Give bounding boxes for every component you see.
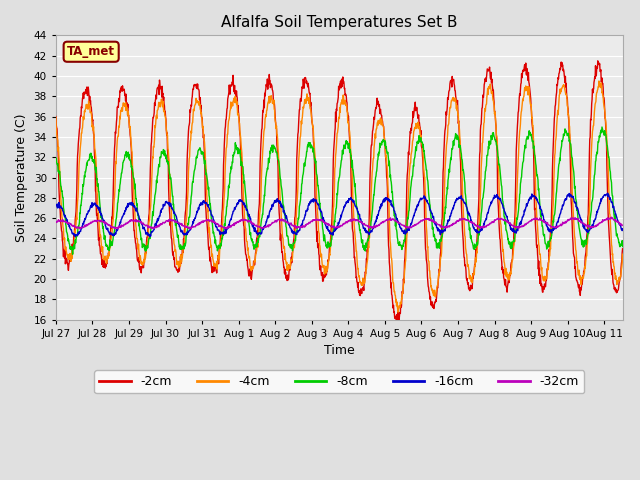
-2cm: [164, 160, 172, 166]
-2cm: [52, 114, 60, 120]
X-axis label: Time: Time: [324, 344, 355, 357]
Y-axis label: Soil Temperature (C): Soil Temperature (C): [15, 113, 28, 242]
-8cm: [68, 252, 76, 257]
-2cm: [619, 246, 627, 252]
Line: -4cm: -4cm: [56, 81, 623, 312]
-32cm: [607, 214, 615, 220]
-4cm: [216, 256, 223, 262]
-2cm: [267, 83, 275, 88]
-8cm: [216, 244, 223, 250]
-4cm: [481, 106, 489, 111]
-32cm: [52, 219, 60, 225]
-32cm: [619, 222, 627, 228]
Line: -2cm: -2cm: [56, 61, 623, 325]
-2cm: [154, 85, 161, 91]
-4cm: [154, 107, 161, 113]
-8cm: [154, 170, 162, 176]
Legend: -2cm, -4cm, -8cm, -16cm, -32cm: -2cm, -4cm, -8cm, -16cm, -32cm: [94, 370, 584, 393]
-32cm: [164, 219, 172, 225]
-16cm: [544, 225, 552, 231]
Text: TA_met: TA_met: [67, 45, 115, 58]
-32cm: [544, 221, 552, 227]
-8cm: [268, 148, 275, 154]
-2cm: [394, 322, 401, 328]
-32cm: [216, 224, 223, 229]
-4cm: [267, 97, 275, 103]
-16cm: [268, 205, 275, 211]
-8cm: [598, 124, 606, 130]
-8cm: [619, 244, 627, 250]
-4cm: [52, 115, 60, 120]
-4cm: [394, 309, 402, 315]
-32cm: [188, 226, 195, 232]
-16cm: [72, 234, 79, 240]
-8cm: [52, 155, 60, 161]
-2cm: [544, 267, 552, 273]
-2cm: [594, 58, 602, 64]
-32cm: [154, 224, 161, 229]
-8cm: [481, 176, 489, 182]
-4cm: [544, 265, 552, 271]
-8cm: [165, 163, 173, 168]
-2cm: [481, 76, 489, 82]
-16cm: [481, 218, 489, 224]
-32cm: [481, 224, 489, 230]
-16cm: [604, 190, 612, 196]
-4cm: [619, 252, 627, 257]
Line: -16cm: -16cm: [56, 193, 623, 237]
-16cm: [619, 226, 627, 232]
-16cm: [216, 228, 223, 234]
-2cm: [216, 245, 223, 251]
-16cm: [165, 202, 173, 208]
-32cm: [268, 221, 275, 227]
-4cm: [164, 147, 172, 153]
-4cm: [595, 78, 603, 84]
-16cm: [52, 204, 60, 210]
-8cm: [544, 243, 552, 249]
Line: -8cm: -8cm: [56, 127, 623, 254]
Title: Alfalfa Soil Temperatures Set B: Alfalfa Soil Temperatures Set B: [221, 15, 458, 30]
-16cm: [154, 218, 162, 224]
Line: -32cm: -32cm: [56, 217, 623, 229]
